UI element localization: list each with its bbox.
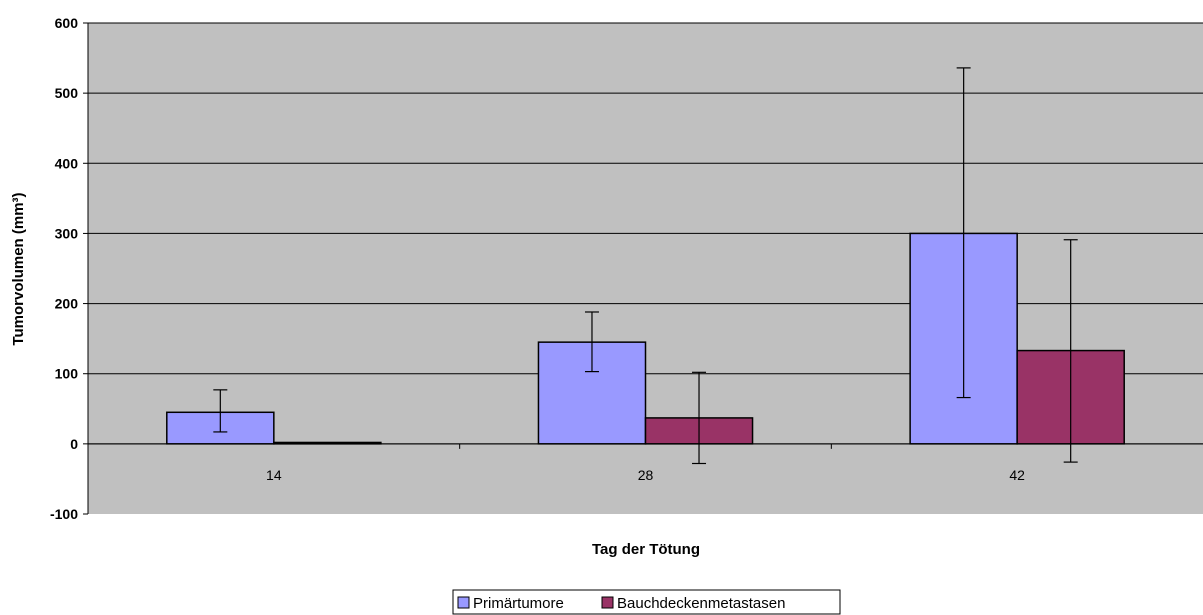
x-tick-labels: 14 28 42 — [266, 467, 1025, 483]
error-bars — [213, 67, 1078, 465]
legend-box — [452, 589, 841, 615]
y-tick-label: 400 — [55, 155, 79, 171]
y-tick-label: 0 — [70, 436, 78, 452]
y-tick-label: 600 — [55, 15, 79, 31]
x-axis-title: Tag der Tötung — [592, 541, 700, 558]
y-tick-label: 200 — [55, 296, 79, 312]
y-tick-label: 300 — [55, 225, 79, 241]
x-tick-label: 28 — [638, 467, 654, 483]
legend: Primärtumore Bauchdeckenmetastasen — [452, 589, 841, 615]
y-axis-title: Tumorvolumen (mm³) — [10, 192, 27, 345]
legend-swatch-bauchdeckenmetastasen — [601, 596, 614, 609]
y-tick-labels: -100 0 100 200 300 400 500 600 — [50, 15, 78, 522]
legend-label-primaertumore: Primärtumore — [473, 595, 564, 612]
x-tick-label: 42 — [1009, 467, 1025, 483]
legend-label-bauchdeckenmetastasen: Bauchdeckenmetastasen — [617, 595, 785, 612]
axes — [87, 23, 1203, 514]
legend-swatch-primaertumore — [457, 596, 470, 609]
y-tick-label: 500 — [55, 85, 79, 101]
y-tick-label: 100 — [55, 366, 79, 382]
x-tick-label: 14 — [266, 467, 282, 483]
y-tick-label: -100 — [50, 506, 78, 522]
